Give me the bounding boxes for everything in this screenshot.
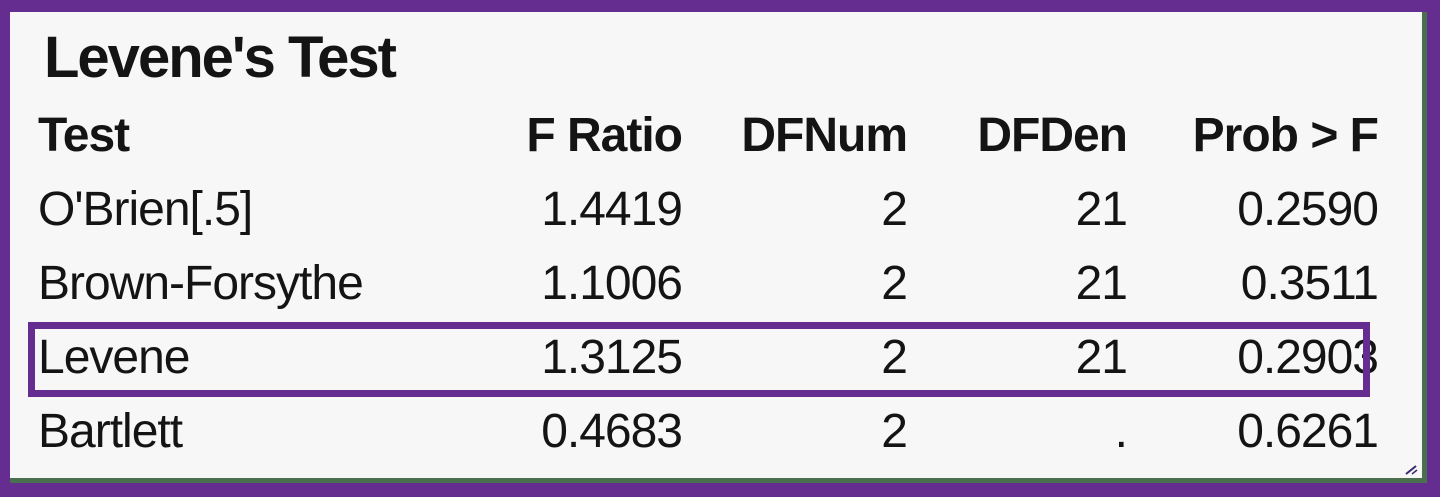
cell-prob-f: 0.2903 <box>1237 330 1379 384</box>
cell-dfnum: 2 <box>881 182 908 236</box>
cell-f-ratio: 1.3125 <box>541 330 683 384</box>
cell-f-ratio: 1.1006 <box>541 256 683 310</box>
cell-dfnum: 2 <box>881 330 908 384</box>
page-title: Levene's Test <box>44 25 397 90</box>
cell-f-ratio: 0.4683 <box>541 404 683 458</box>
cell-prob-f: 0.3511 <box>1240 256 1379 310</box>
cell-prob-f: 0.6261 <box>1237 404 1379 458</box>
cell-dfnum: 2 <box>881 404 908 458</box>
column-header-dfnum: DFNum <box>741 108 908 162</box>
cell-dfden: 21 <box>1075 256 1128 310</box>
table-row-obrien[interactable]: O'Brien[.5] 1.4419 2 21 0.2590 <box>38 172 1379 246</box>
column-header-dfden: DFDen <box>977 108 1128 162</box>
cell-prob-f: 0.2590 <box>1237 182 1379 236</box>
cell-test: Levene <box>38 330 190 384</box>
cell-f-ratio: 1.4419 <box>541 182 683 236</box>
levenes-test-table: Test F Ratio DFNum DFDen Prob > F O'Brie… <box>38 98 1379 468</box>
column-header-f-ratio: F Ratio <box>526 108 683 162</box>
cell-dfden: 21 <box>1075 182 1128 236</box>
report-panel: Levene's Test Test F Ratio DFNum DFDen P… <box>10 12 1427 483</box>
cell-test: O'Brien[.5] <box>38 182 253 236</box>
column-header-prob-f: Prob > F <box>1192 108 1379 162</box>
cell-test: Brown-Forsythe <box>38 256 364 310</box>
cell-test: Bartlett <box>38 404 183 458</box>
cell-dfnum: 2 <box>881 256 908 310</box>
column-header-test: Test <box>38 108 130 162</box>
table-header-row: Test F Ratio DFNum DFDen Prob > F <box>38 98 1379 172</box>
table-row-brown-forsythe[interactable]: Brown-Forsythe 1.1006 2 21 0.3511 <box>38 246 1379 320</box>
table-row-levene[interactable]: Levene 1.3125 2 21 0.2903 <box>38 320 1379 394</box>
table-row-bartlett[interactable]: Bartlett 0.4683 2 . 0.6261 <box>38 394 1379 468</box>
resize-corner-icon[interactable] <box>1402 460 1420 476</box>
cell-dfden: 21 <box>1075 330 1128 384</box>
cell-dfden: . <box>1114 404 1128 458</box>
